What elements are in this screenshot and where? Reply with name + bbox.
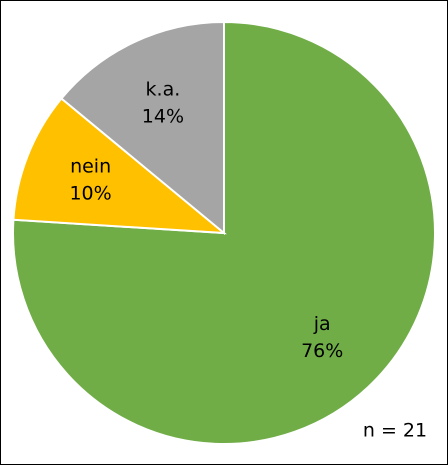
pie-slice (12, 20, 436, 445)
slice-value-label: 10% (69, 183, 111, 205)
annotation: n = 21 (363, 420, 427, 442)
pie-slice (60, 20, 225, 236)
slice-category-label: k.a. (146, 79, 181, 101)
slice-value-label: 14% (142, 106, 184, 128)
slice-value-label: 76% (301, 340, 343, 362)
slice-category-label: nein (70, 156, 111, 178)
pie-slice (12, 97, 228, 235)
slice-category-label: ja (313, 313, 331, 335)
